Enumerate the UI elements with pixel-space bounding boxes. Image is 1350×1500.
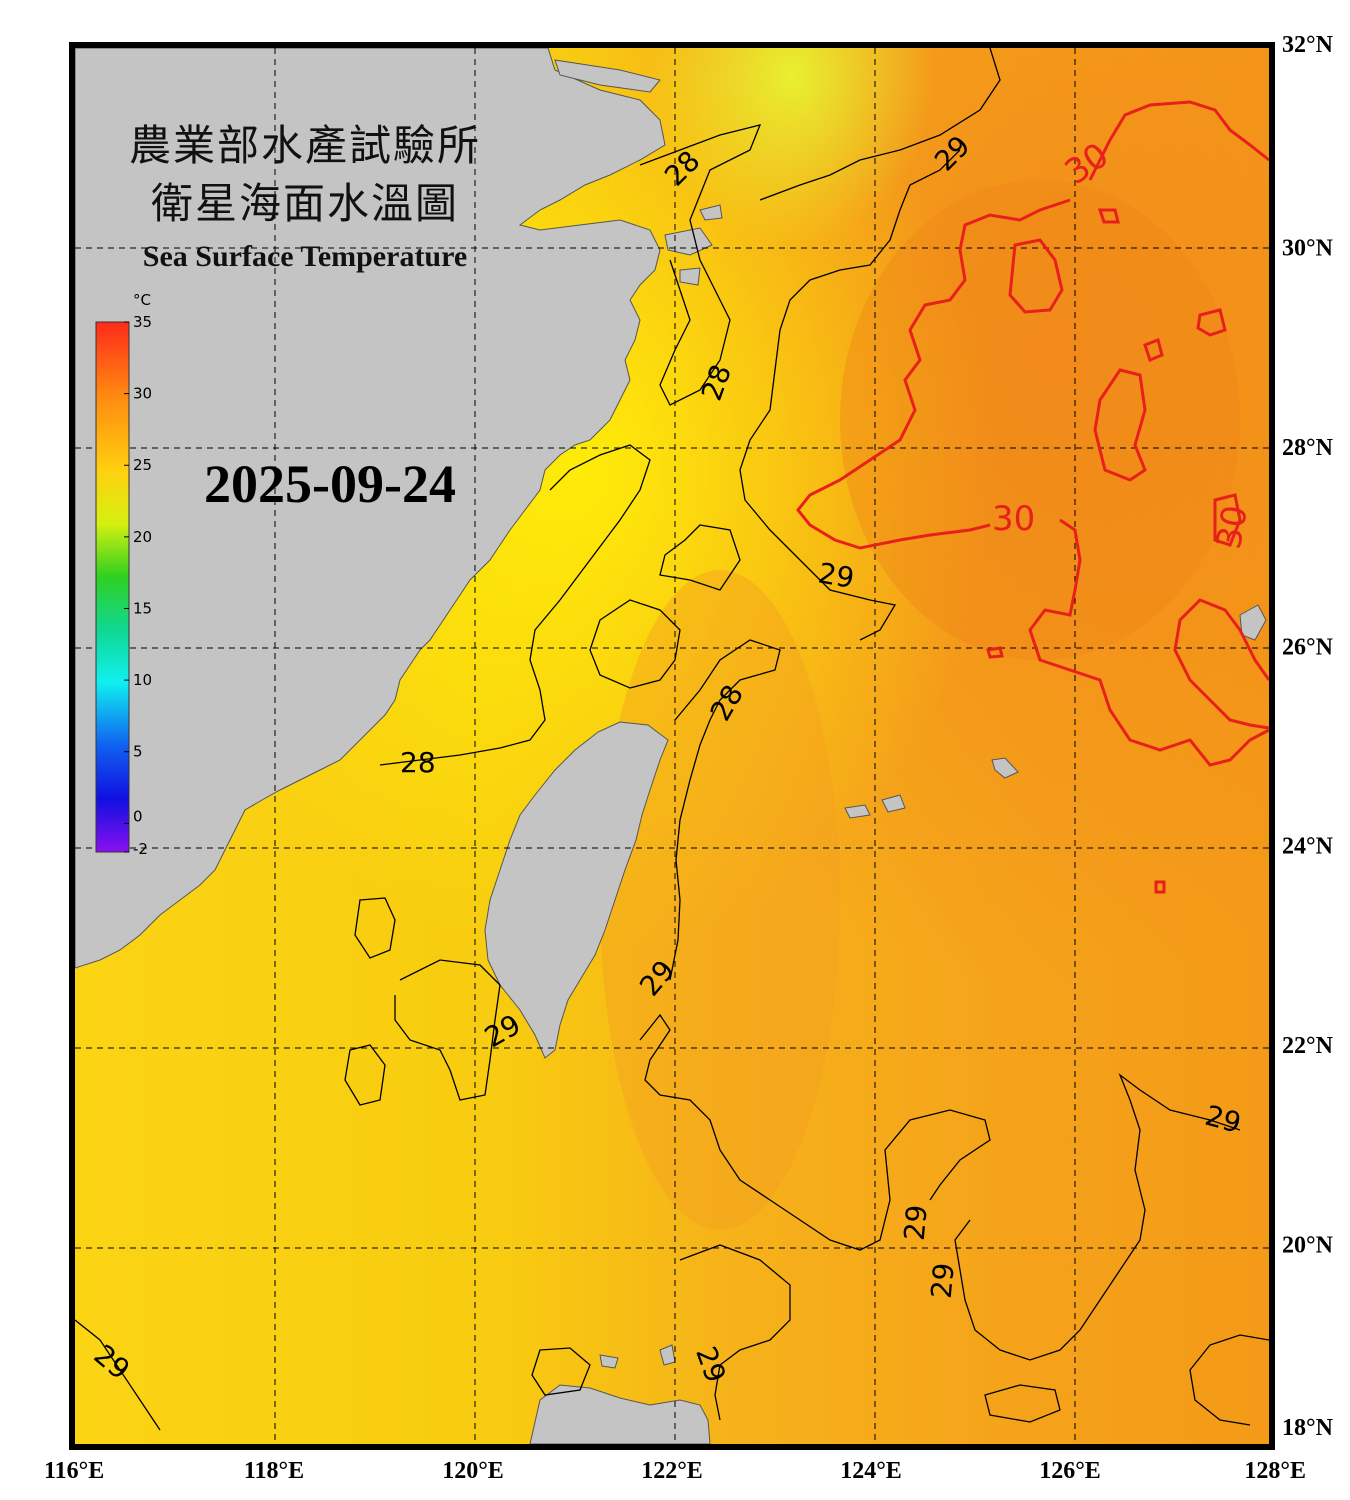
isotherms-black: [75, 48, 1269, 1431]
latitude-label: 22°N: [1282, 1033, 1334, 1059]
map-date: 2025-09-24: [204, 454, 456, 514]
contour-label-29: 29: [898, 1203, 934, 1241]
contour-label-29: 29: [925, 1261, 961, 1299]
colorbar-tick-label: 5: [133, 743, 143, 761]
colorbar-gradient: [95, 321, 130, 853]
contour-label-28: 28: [400, 746, 436, 779]
isotherm-30-loop-b: [1093, 368, 1147, 482]
mainland-china: [75, 48, 666, 969]
island-babuyan: [599, 1354, 619, 1369]
colorbar-unit: °C: [133, 291, 151, 309]
longitude-label: 120°E: [442, 1458, 504, 1484]
isotherms-red: [796, 100, 1269, 894]
contour-label-30: 30: [1209, 502, 1256, 552]
contour-label-29: 29: [816, 556, 857, 595]
colorbar-tick-label: 15: [133, 599, 152, 617]
longitude-labels: 116°E 118°E 120°E 122°E 124°E 126°E 128°E: [44, 1458, 1306, 1484]
latitude-labels: 32°N 30°N 28°N 26°N 24°N 22°N 20°N 18°N: [1282, 32, 1334, 1441]
longitude-label: 122°E: [641, 1458, 703, 1484]
isotherm-29-sw: [679, 1244, 791, 1421]
taiwan-island: [484, 721, 669, 1059]
isotherm-29-mid: [739, 149, 961, 641]
map-frame: [69, 42, 1275, 1450]
latitude-label: 26°N: [1282, 634, 1334, 660]
longitude-label: 116°E: [44, 1458, 104, 1484]
zhoushan-islands: [664, 204, 723, 286]
island-miyako: [844, 804, 871, 819]
longitude-label: 118°E: [244, 1458, 304, 1484]
colorbar-tick-label: 35: [133, 313, 152, 331]
chongming-island: [554, 59, 661, 93]
isotherm-29-bottom-loop: [984, 1384, 1061, 1423]
isotherm-29-luzon: [531, 1347, 591, 1396]
isotherm-29-bottom-left: [75, 1319, 161, 1431]
contour-label-30: 30: [992, 499, 1035, 539]
isotherm-29-bottom-right: [1189, 1334, 1269, 1426]
isotherm-29-south: [639, 1013, 991, 1251]
isotherm-30-loop-c: [1196, 308, 1227, 337]
isotherm-28-strait: [379, 444, 651, 766]
latitude-label: 18°N: [1282, 1415, 1334, 1441]
colorbar-ticks: 35 30 25 20 15 10 5 0 -2: [124, 313, 152, 858]
isotherm-30-tiny-3: [1154, 880, 1166, 894]
colorbar-tick-label: 25: [133, 456, 152, 474]
isotherm-29-se: [954, 1073, 1241, 1361]
isotherm-28-east-taiwan: [669, 639, 781, 981]
colorbar-tick-label: 30: [133, 385, 152, 403]
longitude-label: 124°E: [840, 1458, 902, 1484]
island-okinawa: [991, 757, 1019, 779]
isotherm-29-loop-east: [659, 524, 741, 591]
island-ishigaki: [881, 794, 906, 813]
isotherm-29-small-loop: [344, 1044, 386, 1106]
isotherm-28-north: [639, 124, 762, 406]
luzon-island: [529, 1384, 711, 1444]
isotherm-29-south-taiwan: [394, 959, 501, 1101]
isotherm-30-loop-a: [1008, 238, 1064, 314]
isotherm-30-north: [1088, 100, 1269, 181]
colorbar-tick-label: 20: [133, 528, 152, 546]
latitude-label: 30°N: [1282, 235, 1334, 261]
longitude-label: 126°E: [1039, 1458, 1101, 1484]
colorbar-tick-label: 0: [133, 807, 143, 825]
isotherm-30-loop-d: [1143, 338, 1164, 363]
latitude-label: 32°N: [1282, 32, 1334, 58]
sea-temperature-field: 28 28 28 28 29 29 29 29 29 29 29 29 29 3…: [75, 48, 1269, 1444]
isotherm-30-se: [1173, 598, 1269, 730]
isotherm-29-small-loop-2: [354, 897, 396, 959]
title-chinese-line1: 農業部水產試驗所: [129, 121, 481, 170]
graticule: [75, 48, 1269, 1444]
colorbar-tick-label: 10: [133, 671, 152, 689]
title-english: Sea Surface Temperature: [143, 240, 467, 273]
latitude-label: 28°N: [1282, 435, 1334, 461]
isotherm-30-east-loop: [1213, 493, 1242, 547]
longitude-label: 128°E: [1244, 1458, 1306, 1484]
colorbar-tick-label: -2: [133, 840, 148, 858]
latitude-label: 20°N: [1282, 1233, 1334, 1259]
colorbar: °C 35 30 25 20 15 10 5 0 -2: [95, 291, 152, 858]
latitude-label: 24°N: [1282, 834, 1334, 860]
isotherm-30-tiny-2: [986, 646, 1004, 659]
isotherm-30-south: [1028, 518, 1269, 767]
title-block: 農業部水產試驗所 衛星海面水溫圖 Sea Surface Temperature…: [129, 121, 481, 514]
isotherm-29-north: [759, 48, 1001, 201]
isotherm-30-main: [796, 198, 1071, 550]
isotherm-28-loop: [589, 599, 681, 689]
isotherm-30-tiny-1: [1097, 208, 1120, 224]
title-chinese-line2: 衛星海面水溫圖: [151, 179, 459, 228]
